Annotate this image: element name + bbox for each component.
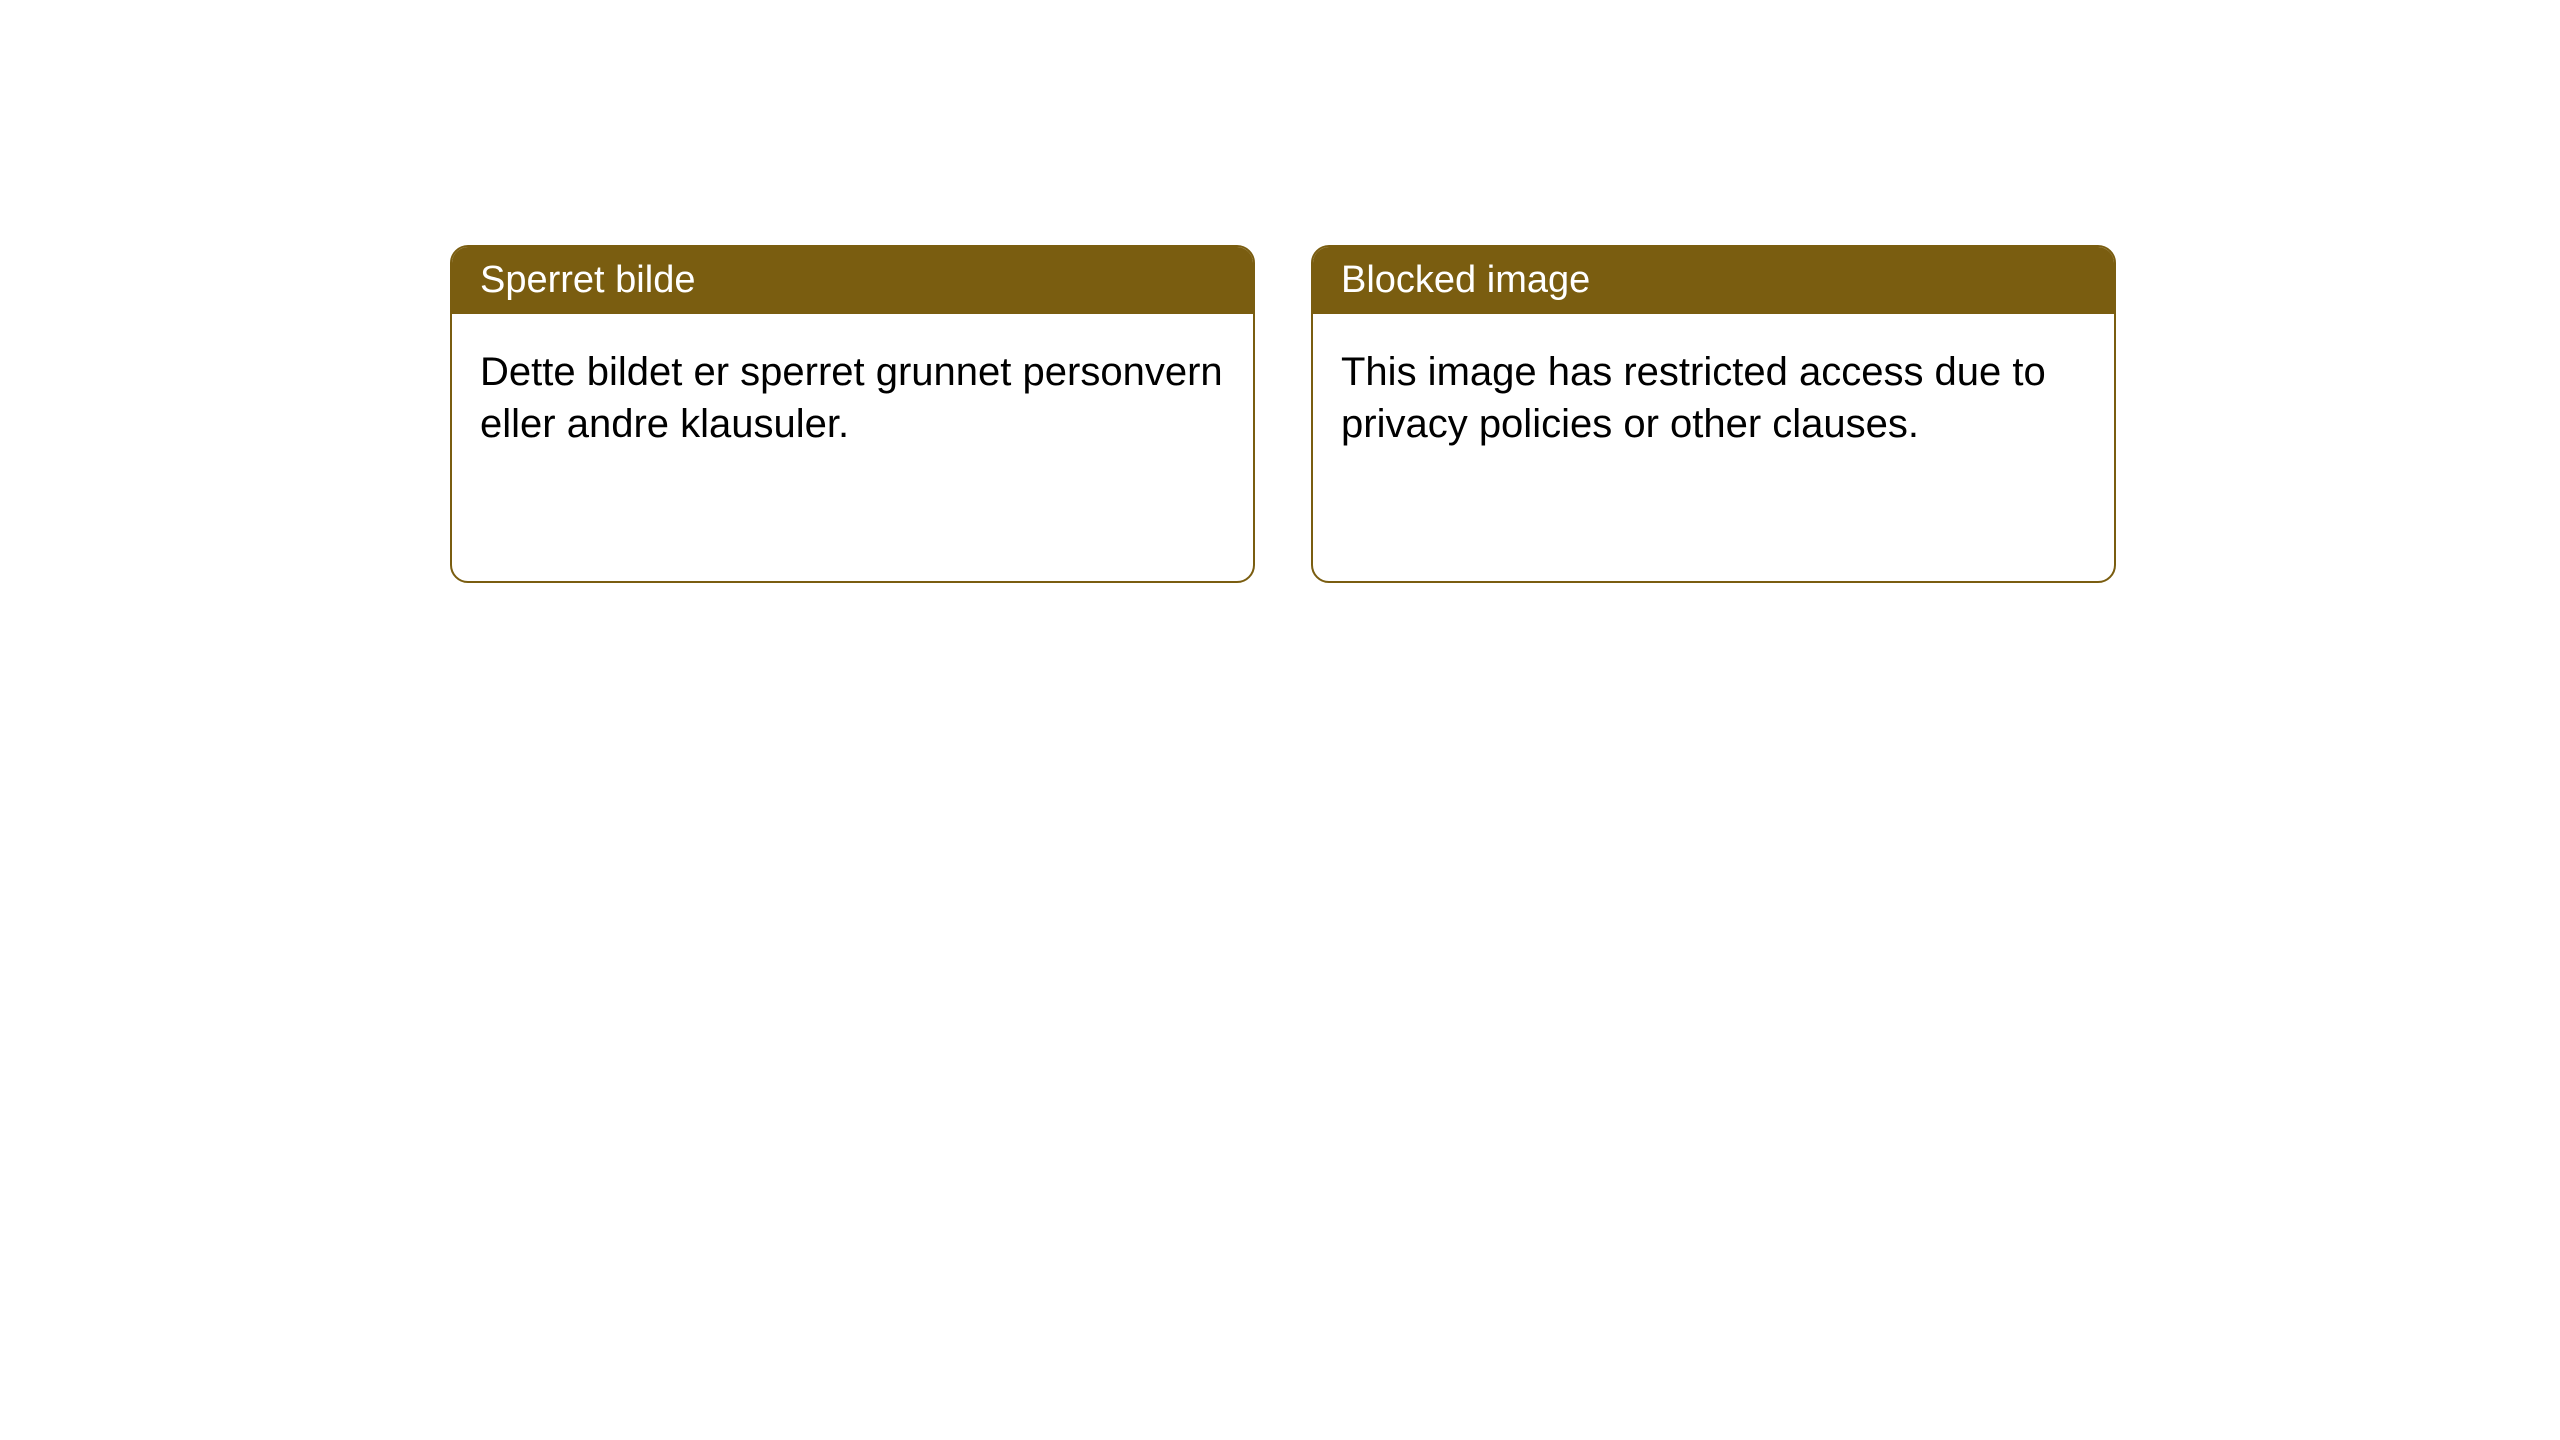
notice-title: Sperret bilde	[452, 247, 1253, 314]
notice-box-english: Blocked image This image has restricted …	[1311, 245, 2116, 583]
notice-message: This image has restricted access due to …	[1313, 314, 2114, 482]
notice-message: Dette bildet er sperret grunnet personve…	[452, 314, 1253, 482]
notice-title: Blocked image	[1313, 247, 2114, 314]
notice-box-norwegian: Sperret bilde Dette bildet er sperret gr…	[450, 245, 1255, 583]
notices-container: Sperret bilde Dette bildet er sperret gr…	[450, 245, 2116, 583]
